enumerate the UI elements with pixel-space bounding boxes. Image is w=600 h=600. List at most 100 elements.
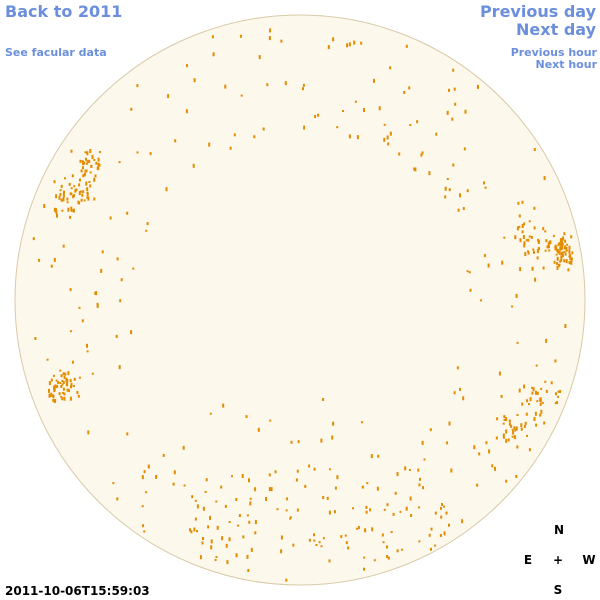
facular-point [220, 485, 223, 489]
back-link[interactable]: Back to 2011 [5, 2, 122, 21]
facular-point [536, 256, 539, 260]
compass-south: S [554, 583, 563, 597]
facular-point [308, 538, 311, 542]
facular-point [507, 438, 510, 442]
facular-point [556, 401, 558, 405]
facular-point [554, 244, 557, 247]
compass-center: + [553, 553, 563, 567]
facular-point [477, 84, 479, 89]
facular-point [86, 160, 89, 163]
facular-point [527, 238, 530, 242]
facular-point [62, 197, 65, 202]
facular-point [303, 125, 306, 130]
facular-point [556, 262, 559, 265]
facular-point [64, 372, 67, 376]
facular-point [68, 182, 71, 186]
facular-point [326, 496, 329, 500]
facular-point [421, 151, 424, 155]
facular-point [408, 86, 411, 90]
facular-point [503, 419, 506, 421]
facular-point [510, 424, 513, 428]
facular-point [365, 510, 368, 514]
facular-point [327, 45, 330, 50]
facular-point [401, 548, 404, 551]
facular-point [515, 475, 518, 478]
facular-point [66, 383, 69, 387]
facular-point [190, 530, 193, 534]
facular-point [313, 539, 316, 542]
facular-point [466, 189, 469, 193]
facular-point [566, 243, 569, 246]
facular-point [526, 399, 529, 403]
facular-point [52, 398, 55, 402]
facular-point [296, 469, 299, 473]
previous-hour-link[interactable]: Previous hour [511, 46, 598, 59]
facular-point [80, 198, 83, 202]
facular-point [69, 330, 72, 333]
facular-point [215, 500, 218, 503]
facular-point [540, 387, 543, 390]
facular-point [78, 191, 81, 196]
facular-link[interactable]: See facular data [5, 46, 107, 59]
facular-point [189, 528, 191, 532]
facular-point [60, 184, 63, 188]
facular-point [468, 271, 471, 274]
facular-point [445, 511, 448, 515]
facular-point [70, 149, 73, 153]
facular-point [270, 487, 273, 492]
facular-point [88, 159, 91, 163]
facular-point [547, 241, 550, 246]
facular-point [209, 515, 211, 520]
facular-point [320, 438, 323, 443]
facular-point [543, 421, 546, 425]
facular-point [62, 387, 65, 391]
compass-north: N [554, 523, 564, 537]
next-hour-link[interactable]: Next hour [536, 58, 598, 71]
facular-point [516, 445, 519, 449]
facular-point [61, 397, 64, 401]
facular-point [86, 191, 89, 194]
facular-point [373, 78, 375, 83]
facular-point [84, 169, 87, 172]
facular-point [381, 533, 384, 537]
facular-point [73, 185, 76, 188]
facular-point [548, 245, 550, 249]
facular-point [59, 189, 62, 192]
facular-point [265, 497, 267, 501]
facular-point [570, 257, 573, 261]
facular-point [569, 253, 572, 256]
facular-point [563, 250, 566, 253]
facular-point [553, 260, 556, 264]
facular-point [185, 109, 188, 114]
facular-point [498, 371, 501, 376]
facular-point [210, 539, 213, 544]
facular-point [357, 526, 360, 529]
previous-day-link[interactable]: Previous day [480, 2, 597, 21]
facular-point [196, 530, 198, 533]
facular-point [542, 266, 545, 270]
facular-point [363, 108, 365, 112]
facular-point [52, 374, 55, 377]
facular-point [199, 555, 202, 560]
facular-point [262, 127, 265, 131]
next-day-link[interactable]: Next day [516, 20, 597, 39]
facular-point [329, 468, 332, 471]
facular-point [553, 234, 555, 237]
facular-point [502, 422, 505, 425]
facular-point [69, 396, 72, 401]
facular-point [205, 478, 208, 482]
facular-point [67, 207, 70, 212]
facular-point [453, 391, 456, 395]
facular-point [461, 519, 464, 524]
facular-point [448, 188, 451, 192]
facular-point [535, 392, 538, 395]
facular-point [229, 146, 232, 150]
facular-point [531, 391, 534, 395]
facular-point [328, 510, 331, 515]
facular-point [533, 226, 536, 230]
facular-point [451, 117, 454, 121]
facular-point [448, 523, 450, 527]
facular-point [570, 235, 573, 239]
facular-point [89, 171, 92, 174]
facular-point [443, 505, 445, 508]
